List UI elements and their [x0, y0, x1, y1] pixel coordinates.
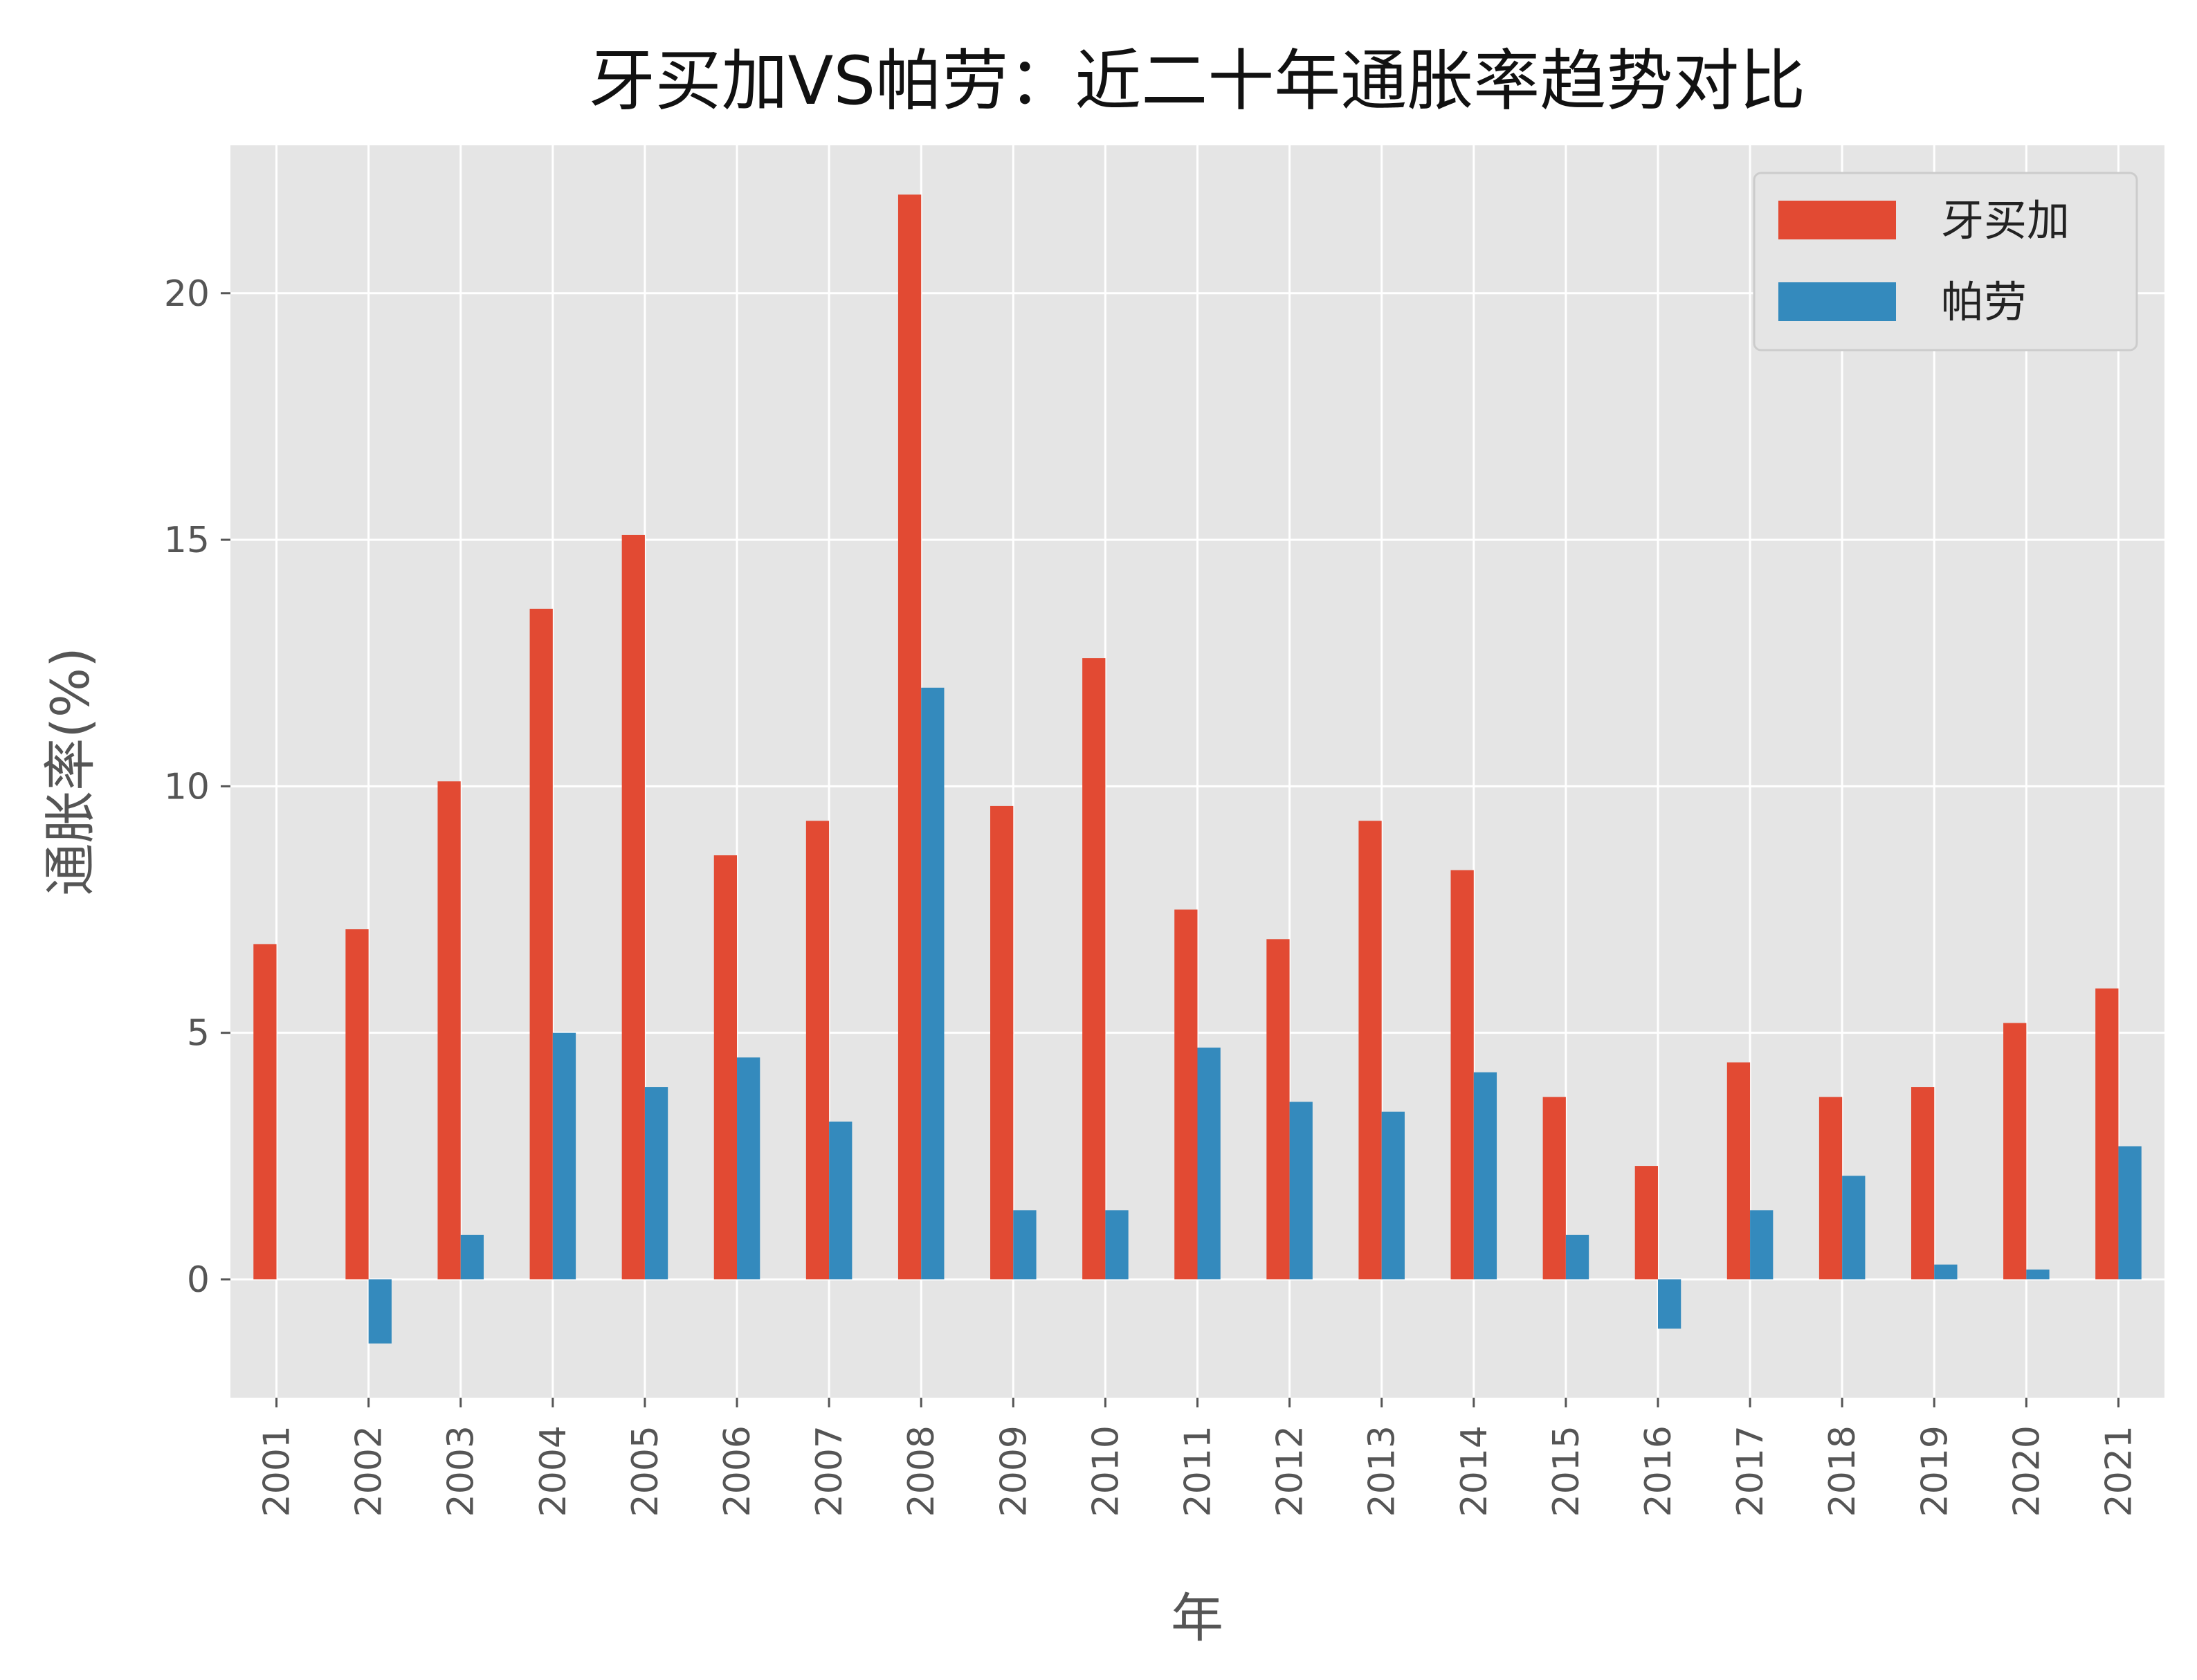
bar-palau-2018	[1842, 1176, 1866, 1279]
bar-jamaica-2003	[437, 781, 461, 1279]
bar-jamaica-2001	[253, 944, 277, 1279]
x-tick-label: 2019	[1914, 1425, 1956, 1517]
x-tick-label: 2014	[1454, 1425, 1495, 1517]
y-axis-label: 通胀率(%)	[39, 647, 101, 896]
x-tick-label: 2021	[2098, 1425, 2140, 1517]
x-tick-label: 2011	[1178, 1425, 1219, 1517]
x-tick-label: 2006	[717, 1425, 758, 1517]
bar-palau-2008	[921, 687, 945, 1279]
x-tick-label: 2001	[257, 1425, 298, 1517]
legend-swatch-jamaica	[1778, 201, 1896, 239]
y-tick-label: 5	[187, 1013, 210, 1054]
bar-jamaica-2008	[897, 194, 922, 1279]
x-tick-label: 2008	[901, 1425, 942, 1517]
bar-jamaica-2011	[1174, 909, 1198, 1279]
bar-palau-2015	[1565, 1234, 1589, 1279]
x-tick-label: 2015	[1546, 1425, 1587, 1517]
x-tick-label: 2005	[625, 1425, 666, 1517]
x-tick-label: 2017	[1730, 1425, 1771, 1517]
bar-jamaica-2021	[2095, 988, 2119, 1279]
bar-jamaica-2013	[1358, 821, 1382, 1279]
x-tick-label: 2016	[1638, 1425, 1679, 1517]
y-tick-label: 15	[164, 520, 210, 561]
bar-palau-2011	[1197, 1048, 1221, 1279]
bar-palau-2003	[460, 1234, 484, 1279]
bar-jamaica-2014	[1450, 870, 1474, 1279]
y-tick-label: 0	[187, 1259, 210, 1301]
x-tick-label: 2013	[1362, 1425, 1403, 1517]
bar-jamaica-2010	[1082, 658, 1106, 1279]
bar-palau-2016	[1657, 1279, 1681, 1329]
x-tick-label: 2009	[993, 1425, 1034, 1517]
x-tick-label: 2018	[1822, 1425, 1863, 1517]
x-tick-label: 2003	[441, 1425, 482, 1517]
bar-palau-2002	[368, 1279, 392, 1344]
bar-jamaica-2002	[345, 929, 369, 1279]
bar-jamaica-2004	[529, 608, 553, 1279]
bar-palau-2007	[829, 1121, 853, 1279]
legend-swatch-palau	[1778, 282, 1896, 321]
bar-jamaica-2018	[1818, 1097, 1843, 1279]
x-tick-label: 2004	[533, 1425, 574, 1517]
axis-ticks: 0 5 10 15 20 2001 2002 2003 2004 2005 2006 2007 2008…	[164, 273, 2140, 1517]
y-tick-label: 20	[164, 273, 210, 315]
x-tick-label: 2020	[2006, 1425, 2048, 1517]
bar-jamaica-2005	[621, 534, 645, 1279]
bar-palau-2004	[552, 1032, 576, 1279]
legend-label-jamaica: 牙买加	[1941, 195, 2070, 246]
bar-jamaica-2017	[1726, 1062, 1751, 1279]
bars	[253, 194, 2142, 1344]
bar-palau-2013	[1381, 1111, 1405, 1279]
y-tick-label: 10	[164, 766, 210, 807]
bar-palau-2019	[1934, 1264, 1958, 1279]
bar-palau-2006	[737, 1057, 760, 1279]
bar-palau-2020	[2026, 1269, 2050, 1279]
chart-title: 牙买加VS帕劳：近二十年通胀率趋势对比	[589, 42, 1806, 120]
bar-palau-2010	[1105, 1210, 1129, 1279]
bar-palau-2014	[1473, 1072, 1497, 1279]
x-tick-label: 2010	[1085, 1425, 1127, 1517]
bar-jamaica-2016	[1634, 1166, 1658, 1279]
x-axis-label: 年	[1171, 1587, 1223, 1649]
legend-label-palau: 帕劳	[1941, 277, 2027, 327]
x-tick-label: 2007	[809, 1425, 850, 1517]
bar-jamaica-2007	[805, 821, 830, 1279]
bar-palau-2005	[644, 1087, 668, 1279]
x-tick-label: 2012	[1270, 1425, 1311, 1517]
x-tick-label: 2002	[349, 1425, 390, 1517]
bar-jamaica-2009	[990, 805, 1014, 1279]
bar-jamaica-2015	[1542, 1097, 1566, 1279]
legend: 牙买加 帕劳	[1753, 172, 2138, 351]
bar-jamaica-2020	[2003, 1023, 2027, 1279]
bar-jamaica-2006	[713, 855, 738, 1279]
bar-jamaica-2019	[1911, 1087, 1935, 1279]
bar-palau-2012	[1289, 1102, 1313, 1279]
bar-palau-2021	[2118, 1146, 2142, 1279]
bar-jamaica-2012	[1266, 939, 1290, 1279]
bar-palau-2009	[1013, 1210, 1037, 1279]
bar-palau-2017	[1750, 1210, 1774, 1279]
